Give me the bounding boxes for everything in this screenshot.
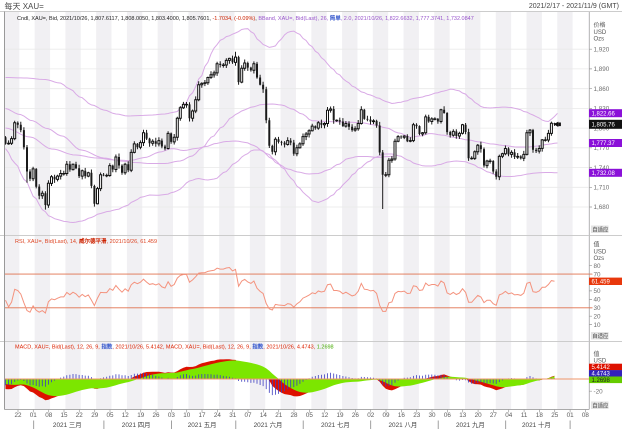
svg-text:2021 五月: 2021 五月 <box>188 421 217 429</box>
svg-text:10: 10 <box>594 322 602 329</box>
svg-text:2021 九月: 2021 九月 <box>456 420 485 429</box>
svg-text:4.4743: 4.4743 <box>592 372 611 378</box>
svg-text:08: 08 <box>582 412 590 419</box>
svg-text:12: 12 <box>122 412 130 419</box>
svg-text:价格: 价格 <box>594 21 606 29</box>
svg-text:30: 30 <box>594 305 602 312</box>
svg-text:2021 六月: 2021 六月 <box>254 420 283 429</box>
svg-text:15: 15 <box>60 412 68 419</box>
svg-text:1,920: 1,920 <box>594 46 610 53</box>
svg-text:USD: USD <box>594 30 607 36</box>
svg-text:07: 07 <box>244 412 252 419</box>
svg-text:28: 28 <box>290 412 298 419</box>
svg-text:17: 17 <box>198 412 206 419</box>
svg-text:1,710: 1,710 <box>594 185 610 192</box>
svg-text:11: 11 <box>521 412 528 419</box>
svg-text:08: 08 <box>45 412 53 419</box>
svg-text:MACD, XAU=, Bid(Last), 12, 26,: MACD, XAU=, Bid(Last), 12, 26, 9, 指数, 20… <box>15 343 334 351</box>
svg-text:10: 10 <box>183 412 191 419</box>
svg-text:1,890: 1,890 <box>594 66 610 73</box>
svg-text:Ozs: Ozs <box>594 256 605 262</box>
svg-text:16: 16 <box>398 412 406 419</box>
svg-text:05: 05 <box>306 412 314 419</box>
svg-text:61.459: 61.459 <box>592 280 611 286</box>
svg-text:Cndl, XAU=, Bid, 2021/10/26, 1: Cndl, XAU=, Bid, 2021/10/26, 1,807.6117,… <box>17 14 474 22</box>
svg-text:USD: USD <box>594 359 607 365</box>
svg-text:18: 18 <box>536 412 544 419</box>
svg-text:19: 19 <box>137 412 145 419</box>
svg-text:02: 02 <box>367 412 375 419</box>
svg-text:1,740: 1,740 <box>594 165 610 172</box>
svg-text:Ozs: Ozs <box>594 37 605 43</box>
svg-text:01: 01 <box>567 412 575 419</box>
svg-text:04: 04 <box>505 412 513 419</box>
svg-text:13: 13 <box>459 412 467 419</box>
svg-text:80: 80 <box>594 263 602 270</box>
svg-text:2021 十月: 2021 十月 <box>522 420 551 429</box>
svg-text:1,805.76: 1,805.76 <box>592 123 616 129</box>
svg-text:03: 03 <box>168 412 176 419</box>
svg-text:31: 31 <box>229 412 237 419</box>
svg-text:21: 21 <box>275 412 283 419</box>
svg-text:USD: USD <box>594 250 607 256</box>
svg-text:自适应: 自适应 <box>592 332 609 340</box>
svg-text:1,770: 1,770 <box>594 145 610 152</box>
svg-text:14: 14 <box>260 412 268 419</box>
svg-text:26: 26 <box>152 412 160 419</box>
svg-text:05: 05 <box>106 412 114 419</box>
svg-text:29: 29 <box>91 412 99 419</box>
svg-text:26: 26 <box>352 412 360 419</box>
svg-text:RSI, XAU=, Bid(Last), 14, 威尔德平: RSI, XAU=, Bid(Last), 14, 威尔德平滑, 2021/10… <box>15 237 157 245</box>
svg-text:2021 八月: 2021 八月 <box>389 421 418 429</box>
svg-text:22: 22 <box>76 412 84 419</box>
svg-text:2021/2/17 - 2021/11/9 (GMT): 2021/2/17 - 2021/11/9 (GMT) <box>529 3 619 10</box>
svg-text:1,732.08: 1,732.08 <box>592 171 616 177</box>
svg-text:2021 七月: 2021 七月 <box>321 420 350 429</box>
svg-text:70: 70 <box>594 271 602 278</box>
svg-text:01: 01 <box>30 412 38 419</box>
svg-text:1.2698: 1.2698 <box>592 378 611 384</box>
svg-text:06: 06 <box>444 412 452 419</box>
svg-text:40: 40 <box>594 297 602 304</box>
svg-text:27: 27 <box>490 412 498 419</box>
svg-text:1,830: 1,830 <box>594 106 610 113</box>
svg-text:50: 50 <box>594 288 602 295</box>
svg-text:25: 25 <box>551 412 559 419</box>
svg-text:2021 三月: 2021 三月 <box>53 421 82 429</box>
svg-text:30: 30 <box>428 412 436 419</box>
svg-text:值: 值 <box>594 241 600 249</box>
svg-text:1,822.66: 1,822.66 <box>592 111 616 117</box>
svg-text:1,680: 1,680 <box>594 204 610 211</box>
svg-text:每天 XAU=: 每天 XAU= <box>5 1 45 11</box>
svg-text:-20: -20 <box>594 388 604 395</box>
svg-text:22: 22 <box>14 412 22 419</box>
svg-text:12: 12 <box>321 412 329 419</box>
svg-text:20: 20 <box>594 313 602 320</box>
svg-text:09: 09 <box>382 412 390 419</box>
svg-text:5.4142: 5.4142 <box>592 365 611 371</box>
svg-text:2021 四月: 2021 四月 <box>122 421 151 429</box>
svg-text:1,777.37: 1,777.37 <box>592 141 616 147</box>
svg-text:值: 值 <box>594 350 600 358</box>
svg-text:19: 19 <box>336 412 344 419</box>
svg-text:自适应: 自适应 <box>592 225 609 233</box>
svg-text:20: 20 <box>475 412 483 419</box>
svg-text:24: 24 <box>214 412 222 419</box>
svg-text:1,860: 1,860 <box>594 86 610 93</box>
svg-text:自适应: 自适应 <box>592 401 609 409</box>
svg-text:23: 23 <box>413 412 421 419</box>
